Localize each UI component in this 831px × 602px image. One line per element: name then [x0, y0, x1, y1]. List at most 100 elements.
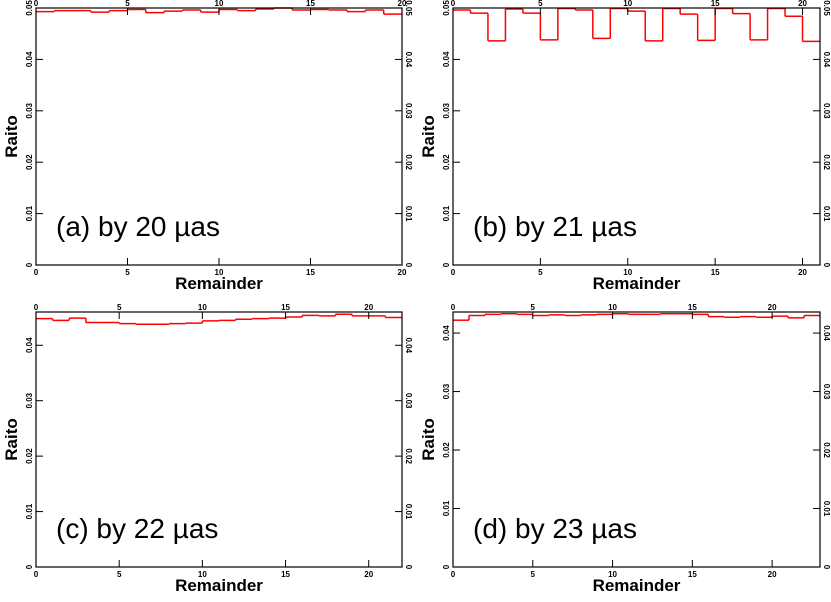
- y-tick-label: 0.01: [442, 500, 451, 516]
- x-tick-label: 20: [398, 268, 407, 277]
- y-tick-label-right: 0.01: [822, 501, 831, 517]
- x-tick-label: 15: [711, 268, 720, 277]
- x-tick-label-top: 10: [198, 303, 207, 312]
- y-tick-label-right: 0.02: [404, 448, 413, 464]
- y-tick-label: 0: [442, 262, 451, 267]
- y-tick-label: 0.04: [442, 51, 451, 67]
- y-tick-label-right: 0.01: [822, 206, 831, 222]
- x-tick-label: 10: [215, 268, 224, 277]
- annotation: (c) by 22 µas: [56, 513, 218, 544]
- x-tick-label-top: 5: [125, 0, 130, 8]
- x-tick-label: 10: [608, 570, 617, 579]
- x-tick-label-top: 0: [451, 303, 456, 312]
- x-tick-label: 5: [531, 570, 536, 579]
- x-tick-label: 15: [306, 268, 315, 277]
- y-tick-label: 0: [25, 564, 34, 569]
- x-tick-label: 15: [281, 570, 290, 579]
- x-axis-label: Remainder: [593, 576, 681, 595]
- y-tick-label-right: 0.05: [404, 0, 413, 16]
- x-tick-label-top: 15: [711, 0, 720, 8]
- x-tick-label: 0: [34, 570, 39, 579]
- y-tick-label: 0: [25, 262, 34, 267]
- y-tick-label: 0.03: [442, 383, 451, 399]
- x-tick-label-top: 20: [364, 303, 373, 312]
- x-tick-label: 5: [538, 268, 543, 277]
- y-tick-label: 0.03: [25, 102, 34, 118]
- y-tick-label-right: 0.03: [404, 103, 413, 119]
- y-tick-label: 0.02: [25, 154, 34, 170]
- plot-frame: [452, 7, 821, 266]
- y-tick-label-right: 0.04: [822, 325, 831, 341]
- y-tick-label: 0.04: [442, 325, 451, 341]
- y-tick-label: 0.05: [442, 0, 451, 16]
- x-tick-label-top: 10: [215, 0, 224, 8]
- y-tick-label: 0: [442, 564, 451, 569]
- x-tick-label-top: 5: [531, 303, 536, 312]
- y-tick-label-right: 0.04: [404, 52, 413, 68]
- x-tick-label: 20: [798, 268, 807, 277]
- y-axis-label: Raito: [2, 115, 21, 158]
- y-axis-label: Raito: [419, 115, 438, 158]
- y-tick-label: 0.04: [25, 337, 34, 353]
- y-axis-label: Raito: [419, 418, 438, 461]
- y-tick-label-right: 0.03: [822, 103, 831, 119]
- y-tick-label-right: 0.04: [822, 52, 831, 68]
- y-tick-label-right: 0: [822, 263, 831, 268]
- y-tick-label: 0.02: [442, 154, 451, 170]
- x-tick-label: 5: [125, 268, 130, 277]
- x-tick-label-top: 20: [768, 303, 777, 312]
- y-tick-label-right: 0.02: [822, 442, 831, 458]
- x-tick-label-top: 20: [398, 0, 407, 8]
- x-tick-label: 10: [623, 268, 632, 277]
- plot-frame: [452, 311, 821, 568]
- x-tick-label-top: 10: [623, 0, 632, 8]
- x-tick-label: 20: [364, 570, 373, 579]
- y-tick-label-right: 0.03: [822, 384, 831, 400]
- x-tick-label-top: 5: [117, 303, 122, 312]
- y-axis-label: Raito: [2, 418, 21, 461]
- y-tick-label: 0.01: [442, 205, 451, 221]
- annotation: (a) by 20 µas: [56, 211, 220, 242]
- y-tick-label: 0.04: [25, 51, 34, 67]
- x-tick-label-top: 5: [538, 0, 543, 8]
- x-tick-label-top: 0: [34, 0, 39, 8]
- y-tick-label: 0.03: [442, 102, 451, 118]
- y-tick-label: 0.03: [25, 392, 34, 408]
- x-tick-label: 0: [451, 268, 456, 277]
- y-tick-label-right: 0.02: [822, 154, 831, 170]
- y-tick-label-right: 0.02: [404, 154, 413, 170]
- y-tick-label: 0.02: [442, 442, 451, 458]
- plot-frame: [35, 311, 403, 568]
- y-tick-label-right: 0.01: [404, 206, 413, 222]
- x-tick-label: 0: [34, 268, 39, 277]
- x-tick-label: 15: [688, 570, 697, 579]
- x-axis-label: Remainder: [175, 274, 263, 293]
- x-tick-label-top: 10: [608, 303, 617, 312]
- y-tick-label-right: 0.01: [404, 504, 413, 520]
- y-tick-label-right: 0: [822, 565, 831, 570]
- y-tick-label: 0.01: [25, 205, 34, 221]
- x-tick-label-top: 15: [281, 303, 290, 312]
- x-tick-label-top: 20: [798, 0, 807, 8]
- x-tick-label: 10: [198, 570, 207, 579]
- x-axis-label: Remainder: [593, 274, 681, 293]
- y-tick-label: 0.02: [25, 448, 34, 464]
- x-tick-label-top: 0: [34, 303, 39, 312]
- x-tick-label: 0: [451, 570, 456, 579]
- y-tick-label-right: 0.05: [822, 0, 831, 16]
- x-tick-label: 20: [768, 570, 777, 579]
- y-tick-label-right: 0.04: [404, 337, 413, 353]
- y-tick-label-right: 0: [404, 263, 413, 268]
- annotation: (d) by 23 µas: [473, 513, 637, 544]
- x-tick-label-top: 15: [306, 0, 315, 8]
- x-axis-label: Remainder: [175, 576, 263, 595]
- y-tick-label-right: 0: [404, 565, 413, 570]
- y-tick-label-right: 0.03: [404, 393, 413, 409]
- x-tick-label-top: 15: [688, 303, 697, 312]
